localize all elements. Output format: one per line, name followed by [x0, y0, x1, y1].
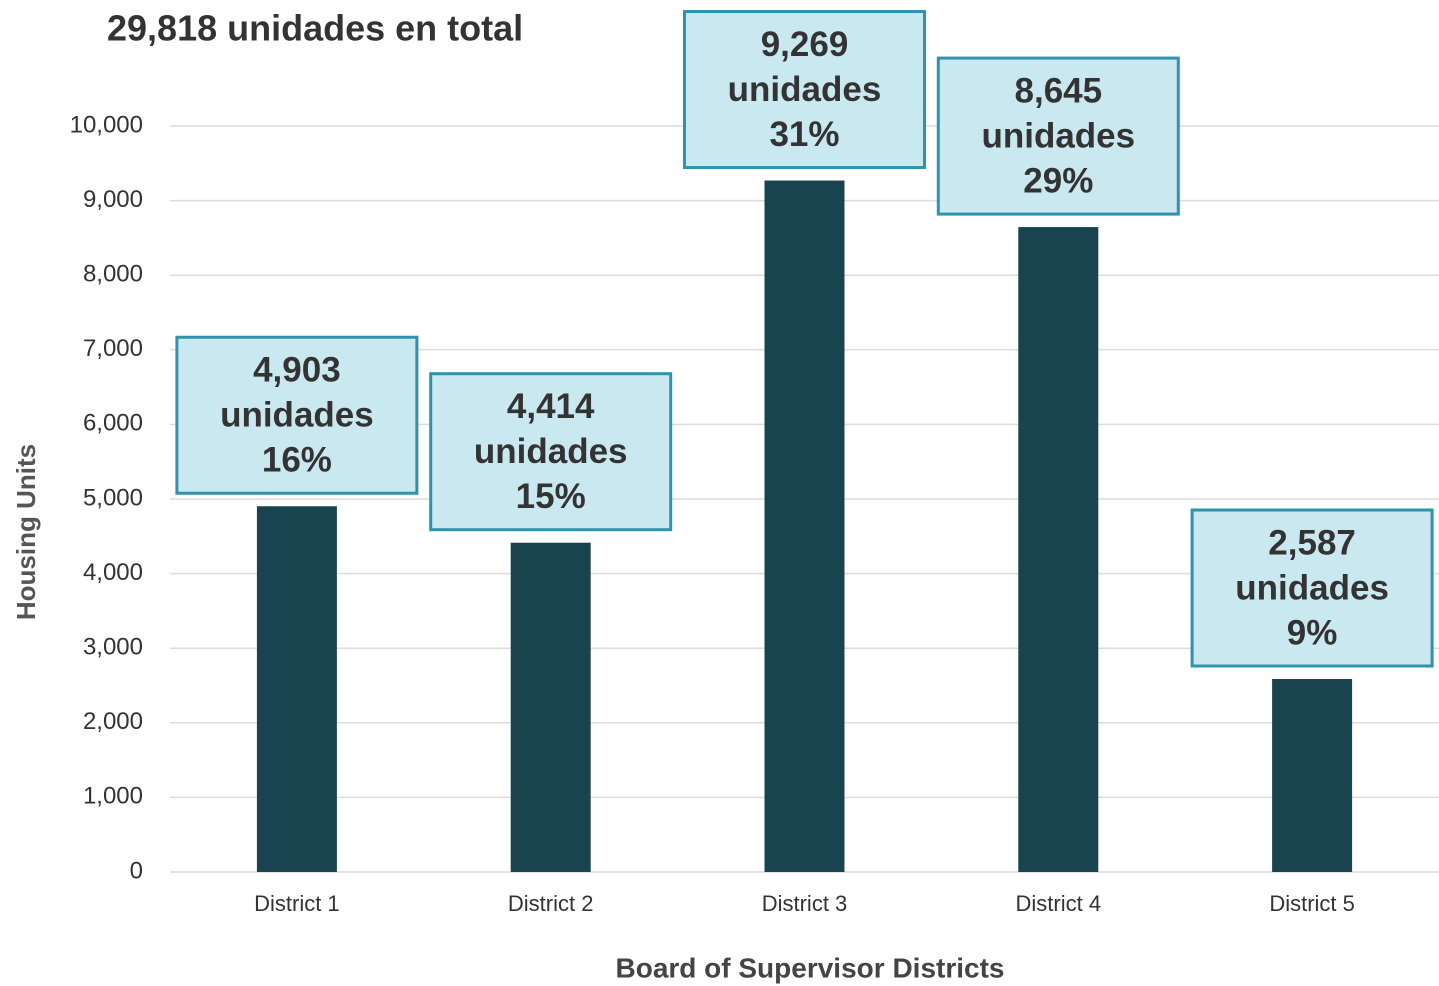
unit-label: unidades: [220, 395, 374, 434]
data-label: 4,903: [253, 350, 341, 389]
label-box: [175, 335, 419, 495]
percent-label: 9%: [1287, 613, 1338, 652]
y-tick-label: 10,000: [70, 111, 143, 138]
unit-label: unidades: [1235, 568, 1389, 607]
label-box: [429, 372, 673, 532]
bar: [256, 506, 337, 872]
bar: [1018, 227, 1099, 872]
percent-label: 31%: [769, 115, 839, 154]
percent-label: 16%: [262, 440, 332, 479]
label-box: [1190, 508, 1434, 668]
y-tick-label: 2,000: [83, 708, 143, 735]
bar: [510, 542, 591, 872]
x-tick-label: District 5: [1269, 891, 1355, 916]
y-tick-label: 9,000: [83, 186, 143, 213]
x-tick-label: District 3: [762, 891, 848, 916]
y-tick-label: 6,000: [83, 410, 143, 437]
data-label: 9,269: [761, 25, 849, 64]
label-box: [936, 56, 1180, 216]
unit-label: unidades: [474, 432, 628, 471]
y-tick-label: 1,000: [83, 783, 143, 810]
percent-label: 15%: [516, 477, 586, 516]
percent-label: 29%: [1023, 161, 1093, 200]
unit-label: unidades: [728, 70, 882, 109]
data-label: 8,645: [1015, 71, 1103, 110]
bar: [1272, 679, 1353, 872]
x-axis-title: Board of Supervisor Districts: [616, 952, 1005, 983]
data-label: 2,587: [1268, 523, 1356, 562]
chart-title: 29,818 unidades en total: [107, 8, 523, 49]
y-tick-label: 3,000: [83, 634, 143, 661]
data-label: 4,414: [507, 387, 595, 426]
x-tick-label: District 2: [508, 891, 594, 916]
y-tick-label: 0: [130, 857, 143, 884]
y-tick-label: 5,000: [83, 484, 143, 511]
y-tick-label: 8,000: [83, 261, 143, 288]
x-tick-label: District 1: [254, 891, 340, 916]
y-tick-label: 4,000: [83, 559, 143, 586]
x-tick-label: District 4: [1016, 891, 1102, 916]
y-tick-label: 7,000: [83, 335, 143, 362]
unit-label: unidades: [981, 116, 1135, 155]
label-box: [683, 10, 926, 170]
y-axis-title: Housing Units: [11, 444, 41, 620]
bar: [764, 180, 845, 872]
